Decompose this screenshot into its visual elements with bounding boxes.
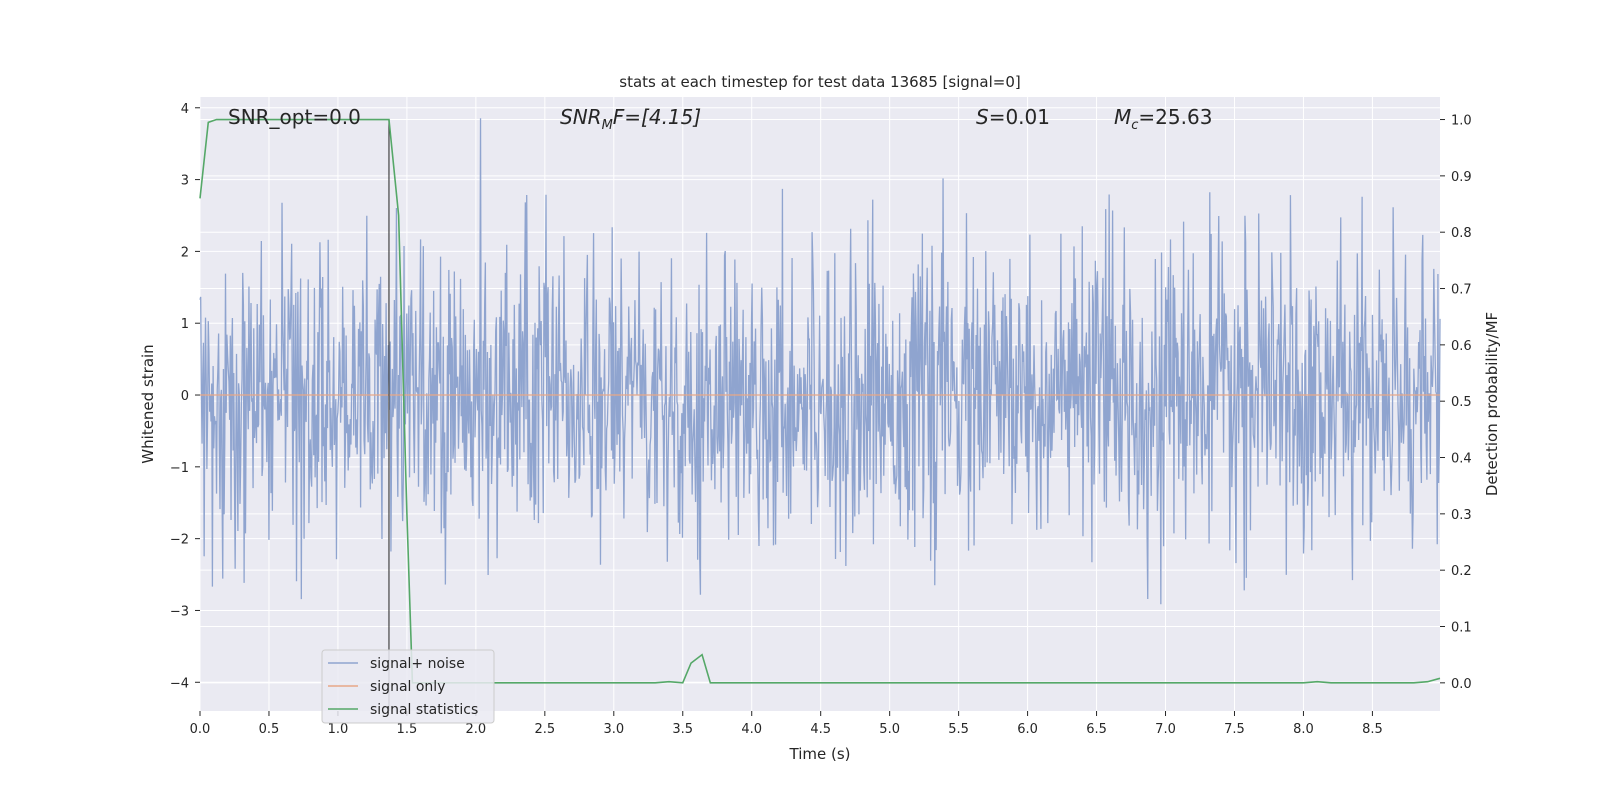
y-tick-label: −2 [170,533,189,548]
x-tick-label: 5.0 [879,722,900,737]
x-tick-label: 8.0 [1293,722,1314,737]
y-tick-label: 1 [181,317,189,332]
x-tick-label: 1.5 [397,722,418,737]
x-tick-label: 7.5 [1224,722,1245,737]
x-tick-label: 0.5 [259,722,280,737]
y-tick-label: 4 [181,102,189,117]
y2-tick-label: 0.1 [1451,621,1472,636]
annotation-snr-opt: SNR_opt=0.0 [228,105,361,129]
y2-tick-label: 0.5 [1451,395,1472,410]
x-axis-ticks: 0.0 0.5 1.0 1.5 2.0 2.5 3.0 3.5 4.0 4.5 5.0 5.5 6.0 6… [190,711,1383,737]
legend-box [321,649,495,724]
y-tick-label: 0 [181,389,189,404]
x-tick-label: 3.5 [672,722,693,737]
x-tick-label: 3.0 [603,722,624,737]
legend-label-signal-noise: signal+ noise [370,656,465,672]
y-tick-label: 3 [181,174,189,189]
y2-axis-label: Detection probability/MF [1483,312,1501,496]
x-tick-label: 0.0 [190,722,211,737]
series-line-signal-noise [199,118,1441,605]
x-tick-label: 5.5 [948,722,969,737]
legend-label-signal-only: signal only [370,679,445,695]
y2-tick-label: 0.3 [1451,508,1472,523]
legend: signal+ noise signal only signal statist… [321,649,495,724]
series-line-signal-statistics [199,118,1441,684]
annotation-snr-mf: SNRMF=[4.15] [560,105,701,133]
y2-tick-label: 0.6 [1451,339,1472,354]
chart-title: stats at each timestep for test data 136… [619,73,1020,91]
legend-label-signal-statistics: signal statistics [370,702,478,718]
annotation-s: S=0.01 [976,105,1050,129]
y-tick-label: −1 [170,461,189,476]
x-tick-label: 1.0 [328,722,349,737]
x-tick-label: 6.5 [1086,722,1107,737]
y-axis-ticks: 4 3 2 1 0 −1 −2 −3 −4 [170,102,200,691]
x-axis-label: Time (s) [789,745,851,763]
x-tick-label: 6.0 [1017,722,1038,737]
y2-tick-label: 0.4 [1451,452,1472,467]
x-tick-label: 4.0 [741,722,762,737]
y-tick-label: −4 [170,676,189,691]
y-axis-label: Whitened strain [139,344,157,463]
x-tick-label: 2.5 [534,722,555,737]
y-tick-label: 2 [181,245,189,260]
series-layer [199,118,1441,711]
x-tick-label: 7.0 [1155,722,1176,737]
y2-tick-label: 0.0 [1451,677,1472,692]
y2-tick-label: 0.7 [1451,283,1472,298]
x-tick-label: 4.5 [810,722,831,737]
annotations: SNR_opt=0.0 SNRMF=[4.15] S=0.01 Mc=25.63 [228,105,1212,133]
y2-tick-label: 1.0 [1451,114,1472,129]
annotation-mc: Mc=25.63 [1114,105,1212,133]
y-tick-label: −3 [170,604,189,619]
y2-axis-ticks: 1.0 0.9 0.8 0.7 0.6 0.5 0.4 0.3 0.2 0.1 0.0 [1440,114,1472,692]
x-tick-label: 8.5 [1362,722,1383,737]
x-tick-label: 2.0 [466,722,487,737]
y2-tick-label: 0.8 [1451,226,1472,241]
y2-tick-label: 0.2 [1451,564,1472,579]
y2-tick-label: 0.9 [1451,170,1472,185]
